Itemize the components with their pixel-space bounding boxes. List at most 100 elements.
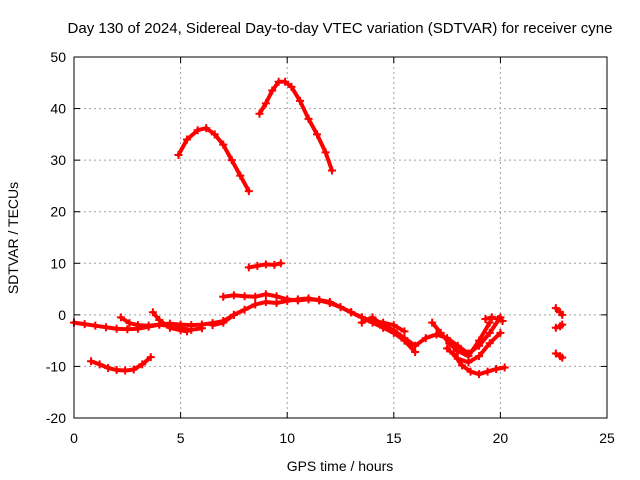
data-point — [148, 308, 157, 317]
data-point — [464, 358, 473, 367]
data-point — [400, 327, 409, 336]
series-arc-9 — [208, 294, 420, 356]
data-point — [129, 365, 138, 374]
series-line — [184, 128, 200, 142]
series-line — [370, 315, 386, 328]
x-tick-label: 5 — [177, 430, 185, 446]
data-point — [347, 308, 356, 317]
data-point — [281, 77, 290, 86]
data-point — [485, 339, 494, 348]
data-point — [321, 148, 330, 157]
data-point — [261, 99, 270, 108]
series-line — [289, 84, 302, 103]
series-line — [477, 330, 492, 348]
series-line — [402, 338, 418, 354]
data-point — [453, 346, 462, 355]
data-point — [182, 327, 191, 336]
data-point — [400, 334, 409, 343]
data-point — [219, 318, 228, 327]
data-point — [155, 316, 164, 325]
data-point — [133, 321, 142, 330]
y-tick-label: 40 — [50, 101, 66, 117]
data-point — [496, 328, 505, 337]
data-point — [500, 363, 509, 372]
data-point — [165, 323, 174, 332]
data-point — [261, 290, 270, 299]
data-point — [244, 263, 253, 272]
data-layer — [70, 77, 567, 379]
series-line — [140, 355, 153, 367]
data-point — [210, 130, 219, 139]
data-point — [432, 330, 441, 339]
data-point — [551, 323, 560, 332]
data-point — [492, 365, 501, 374]
x-tick-labels: 0 5 10 15 20 25 — [70, 430, 615, 446]
series-line — [466, 338, 482, 359]
data-point — [261, 260, 270, 269]
grid — [74, 57, 607, 418]
y-tick-label: -10 — [46, 358, 66, 374]
data-point — [244, 187, 253, 196]
y-tick-labels: -20 -10 0 10 20 30 40 50 — [46, 49, 66, 426]
data-point — [101, 323, 110, 332]
data-point — [104, 363, 113, 372]
series-arc-11 — [428, 318, 494, 361]
data-point — [295, 96, 304, 105]
data-point — [187, 325, 196, 334]
data-point — [251, 300, 260, 309]
data-point — [87, 357, 96, 366]
y-axis-label: SDTVAR / TECUs — [5, 182, 21, 294]
series-line — [257, 101, 268, 116]
series-arc-4 — [87, 353, 155, 375]
series-arc-14 — [481, 313, 507, 326]
data-point — [227, 156, 236, 165]
series-arc-16 — [551, 320, 567, 332]
y-tick-label: -20 — [46, 410, 66, 426]
series-line — [391, 328, 407, 341]
data-point — [475, 370, 484, 379]
data-point — [283, 296, 292, 305]
data-point — [219, 140, 228, 149]
data-point — [498, 317, 507, 326]
series-arc-13 — [449, 349, 509, 379]
x-tick-label: 20 — [493, 430, 509, 446]
data-point — [558, 310, 567, 319]
data-point — [487, 313, 496, 322]
data-point — [551, 349, 560, 358]
data-point — [458, 361, 467, 370]
data-point — [229, 310, 238, 319]
data-point — [272, 298, 281, 307]
y-tick-label: 10 — [50, 255, 66, 271]
data-point — [255, 109, 264, 118]
data-point — [197, 324, 206, 333]
series-arc-17 — [551, 349, 567, 362]
data-point — [240, 305, 249, 314]
series-arc-7 — [148, 308, 191, 336]
y-tick-label: 30 — [50, 152, 66, 168]
data-point — [379, 321, 388, 330]
data-point — [336, 303, 345, 312]
plot-frame — [73, 56, 608, 419]
series-line — [455, 343, 471, 356]
x-tick-label: 15 — [386, 430, 402, 446]
series-line — [157, 318, 172, 330]
data-point — [389, 326, 398, 335]
data-point — [202, 124, 211, 133]
series-arc-1 — [174, 124, 253, 196]
data-point — [95, 360, 104, 369]
data-point — [272, 292, 281, 301]
chart-title: Day 130 of 2024, Sidereal Day-to-day VTE… — [68, 20, 613, 37]
data-point — [182, 135, 191, 144]
data-point — [251, 292, 260, 301]
data-point — [475, 336, 484, 345]
series-line — [323, 150, 334, 173]
series-line — [391, 323, 407, 334]
data-point — [449, 349, 458, 358]
data-point — [428, 318, 437, 327]
data-point — [483, 367, 492, 376]
series-line — [263, 88, 275, 106]
data-point — [494, 314, 503, 323]
data-point — [174, 150, 183, 159]
data-point — [443, 344, 452, 353]
series-line — [212, 132, 226, 147]
